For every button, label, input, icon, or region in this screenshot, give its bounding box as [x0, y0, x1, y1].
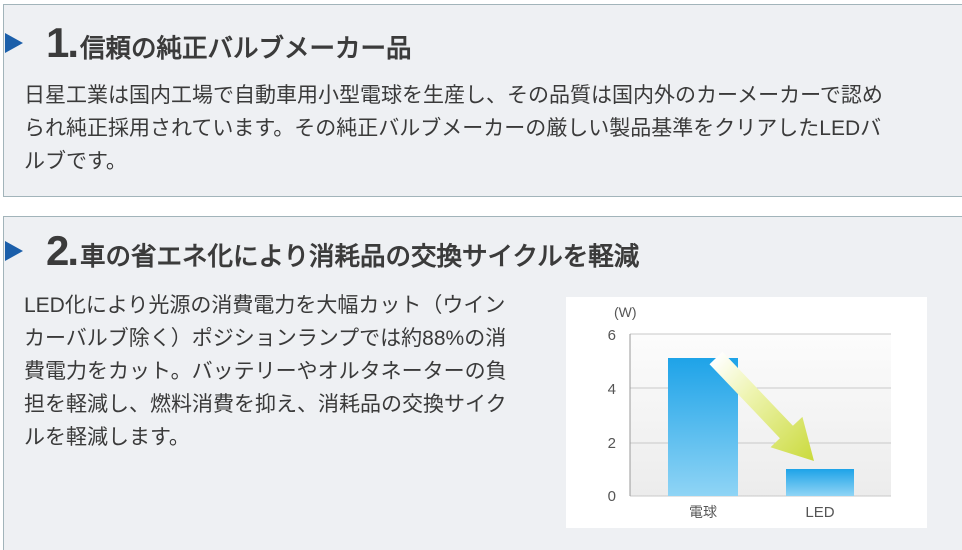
svg-text:LED: LED [805, 504, 834, 521]
svg-text:4: 4 [608, 381, 616, 398]
svg-text:2: 2 [608, 435, 616, 452]
svg-text:電球: 電球 [689, 504, 717, 520]
svg-text:0: 0 [608, 488, 616, 505]
svg-text:(W): (W) [614, 304, 637, 320]
svg-text:6: 6 [608, 327, 616, 344]
